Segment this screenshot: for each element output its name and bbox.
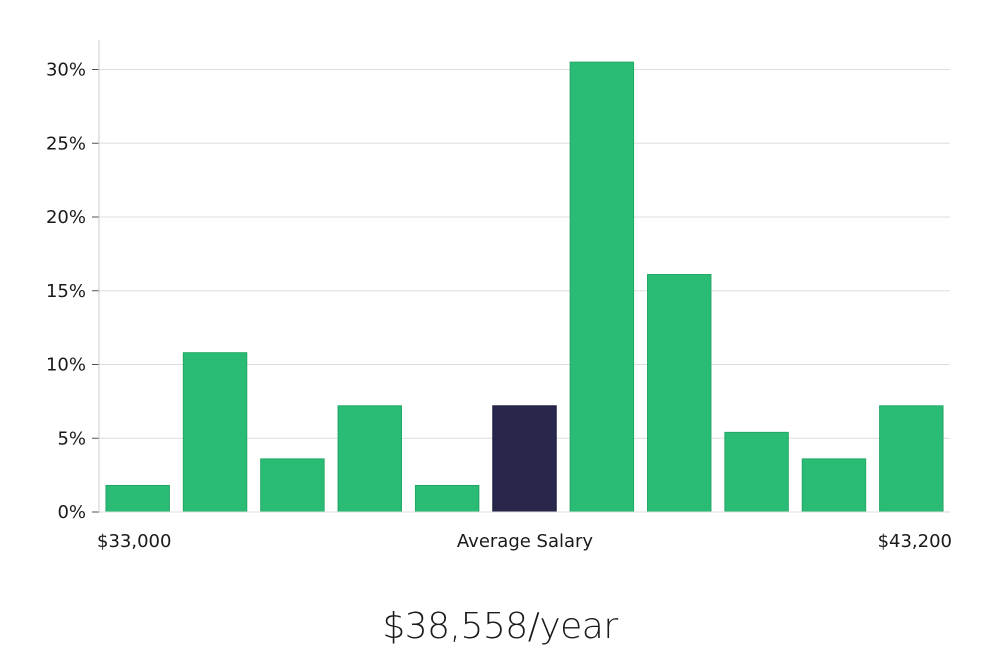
y-tick-label: 25% (46, 133, 86, 154)
x-label-min: $33,000 (97, 531, 171, 552)
bar (414, 484, 480, 513)
y-tick-label: 30% (46, 60, 86, 81)
x-label-max: $43,200 (878, 531, 952, 552)
bars (105, 61, 944, 513)
x-label-center: Average Salary (457, 531, 594, 552)
bar (647, 274, 712, 513)
y-tick-label: 5% (57, 428, 86, 449)
bar (879, 405, 944, 513)
bar (801, 458, 867, 513)
y-tick-label: 20% (46, 207, 86, 228)
average-salary-summary: $38,558/year (382, 606, 618, 647)
bar (182, 352, 248, 513)
bar (724, 431, 789, 513)
salary-histogram: 0% 5% 10% 15% 20% 25% 30% $33,000 Average Sala… (46, 40, 952, 552)
bar (260, 458, 325, 513)
y-tick-label: 10% (46, 355, 86, 376)
bar (337, 405, 402, 513)
bar (569, 61, 635, 513)
y-axis-ticks: 0% 5% 10% 15% 20% 25% 30% (46, 60, 99, 523)
bar-average-highlight (492, 405, 557, 513)
y-tick-label: 15% (46, 281, 86, 302)
bar (105, 484, 170, 513)
y-tick-label: 0% (57, 502, 86, 523)
